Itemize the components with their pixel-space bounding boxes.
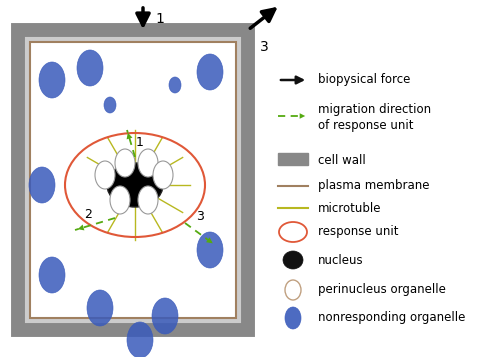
Ellipse shape — [29, 167, 55, 203]
Text: 1: 1 — [155, 12, 164, 26]
Text: 2: 2 — [84, 208, 92, 221]
Bar — [18, 30, 248, 330]
Ellipse shape — [138, 149, 158, 177]
Text: nonresponding organelle: nonresponding organelle — [318, 312, 466, 325]
Ellipse shape — [87, 290, 113, 326]
Text: of response unit: of response unit — [318, 120, 414, 132]
Ellipse shape — [39, 62, 65, 98]
Ellipse shape — [104, 97, 116, 113]
Text: 1: 1 — [136, 136, 144, 150]
Text: plasma membrane: plasma membrane — [318, 180, 430, 192]
Text: 3: 3 — [196, 211, 204, 223]
Text: microtuble: microtuble — [318, 201, 382, 215]
Ellipse shape — [39, 257, 65, 293]
Ellipse shape — [197, 232, 223, 268]
Ellipse shape — [138, 186, 158, 214]
Text: migration direction: migration direction — [318, 104, 431, 116]
Ellipse shape — [152, 298, 178, 334]
Ellipse shape — [285, 307, 301, 329]
Ellipse shape — [110, 186, 130, 214]
Ellipse shape — [285, 280, 301, 300]
Text: cell wall: cell wall — [318, 154, 366, 166]
Ellipse shape — [95, 161, 115, 189]
Text: biopysical force: biopysical force — [318, 74, 410, 86]
Bar — [278, 153, 308, 165]
Ellipse shape — [169, 77, 181, 93]
Ellipse shape — [127, 322, 153, 357]
Text: response unit: response unit — [318, 226, 398, 238]
Ellipse shape — [283, 251, 303, 269]
Ellipse shape — [197, 54, 223, 90]
Bar — [30, 42, 236, 318]
Ellipse shape — [153, 161, 173, 189]
Text: nucleus: nucleus — [318, 253, 364, 266]
Ellipse shape — [107, 163, 163, 207]
Text: 3: 3 — [260, 40, 269, 54]
Ellipse shape — [77, 50, 103, 86]
Ellipse shape — [115, 149, 135, 177]
Text: perinucleus organelle: perinucleus organelle — [318, 283, 446, 297]
